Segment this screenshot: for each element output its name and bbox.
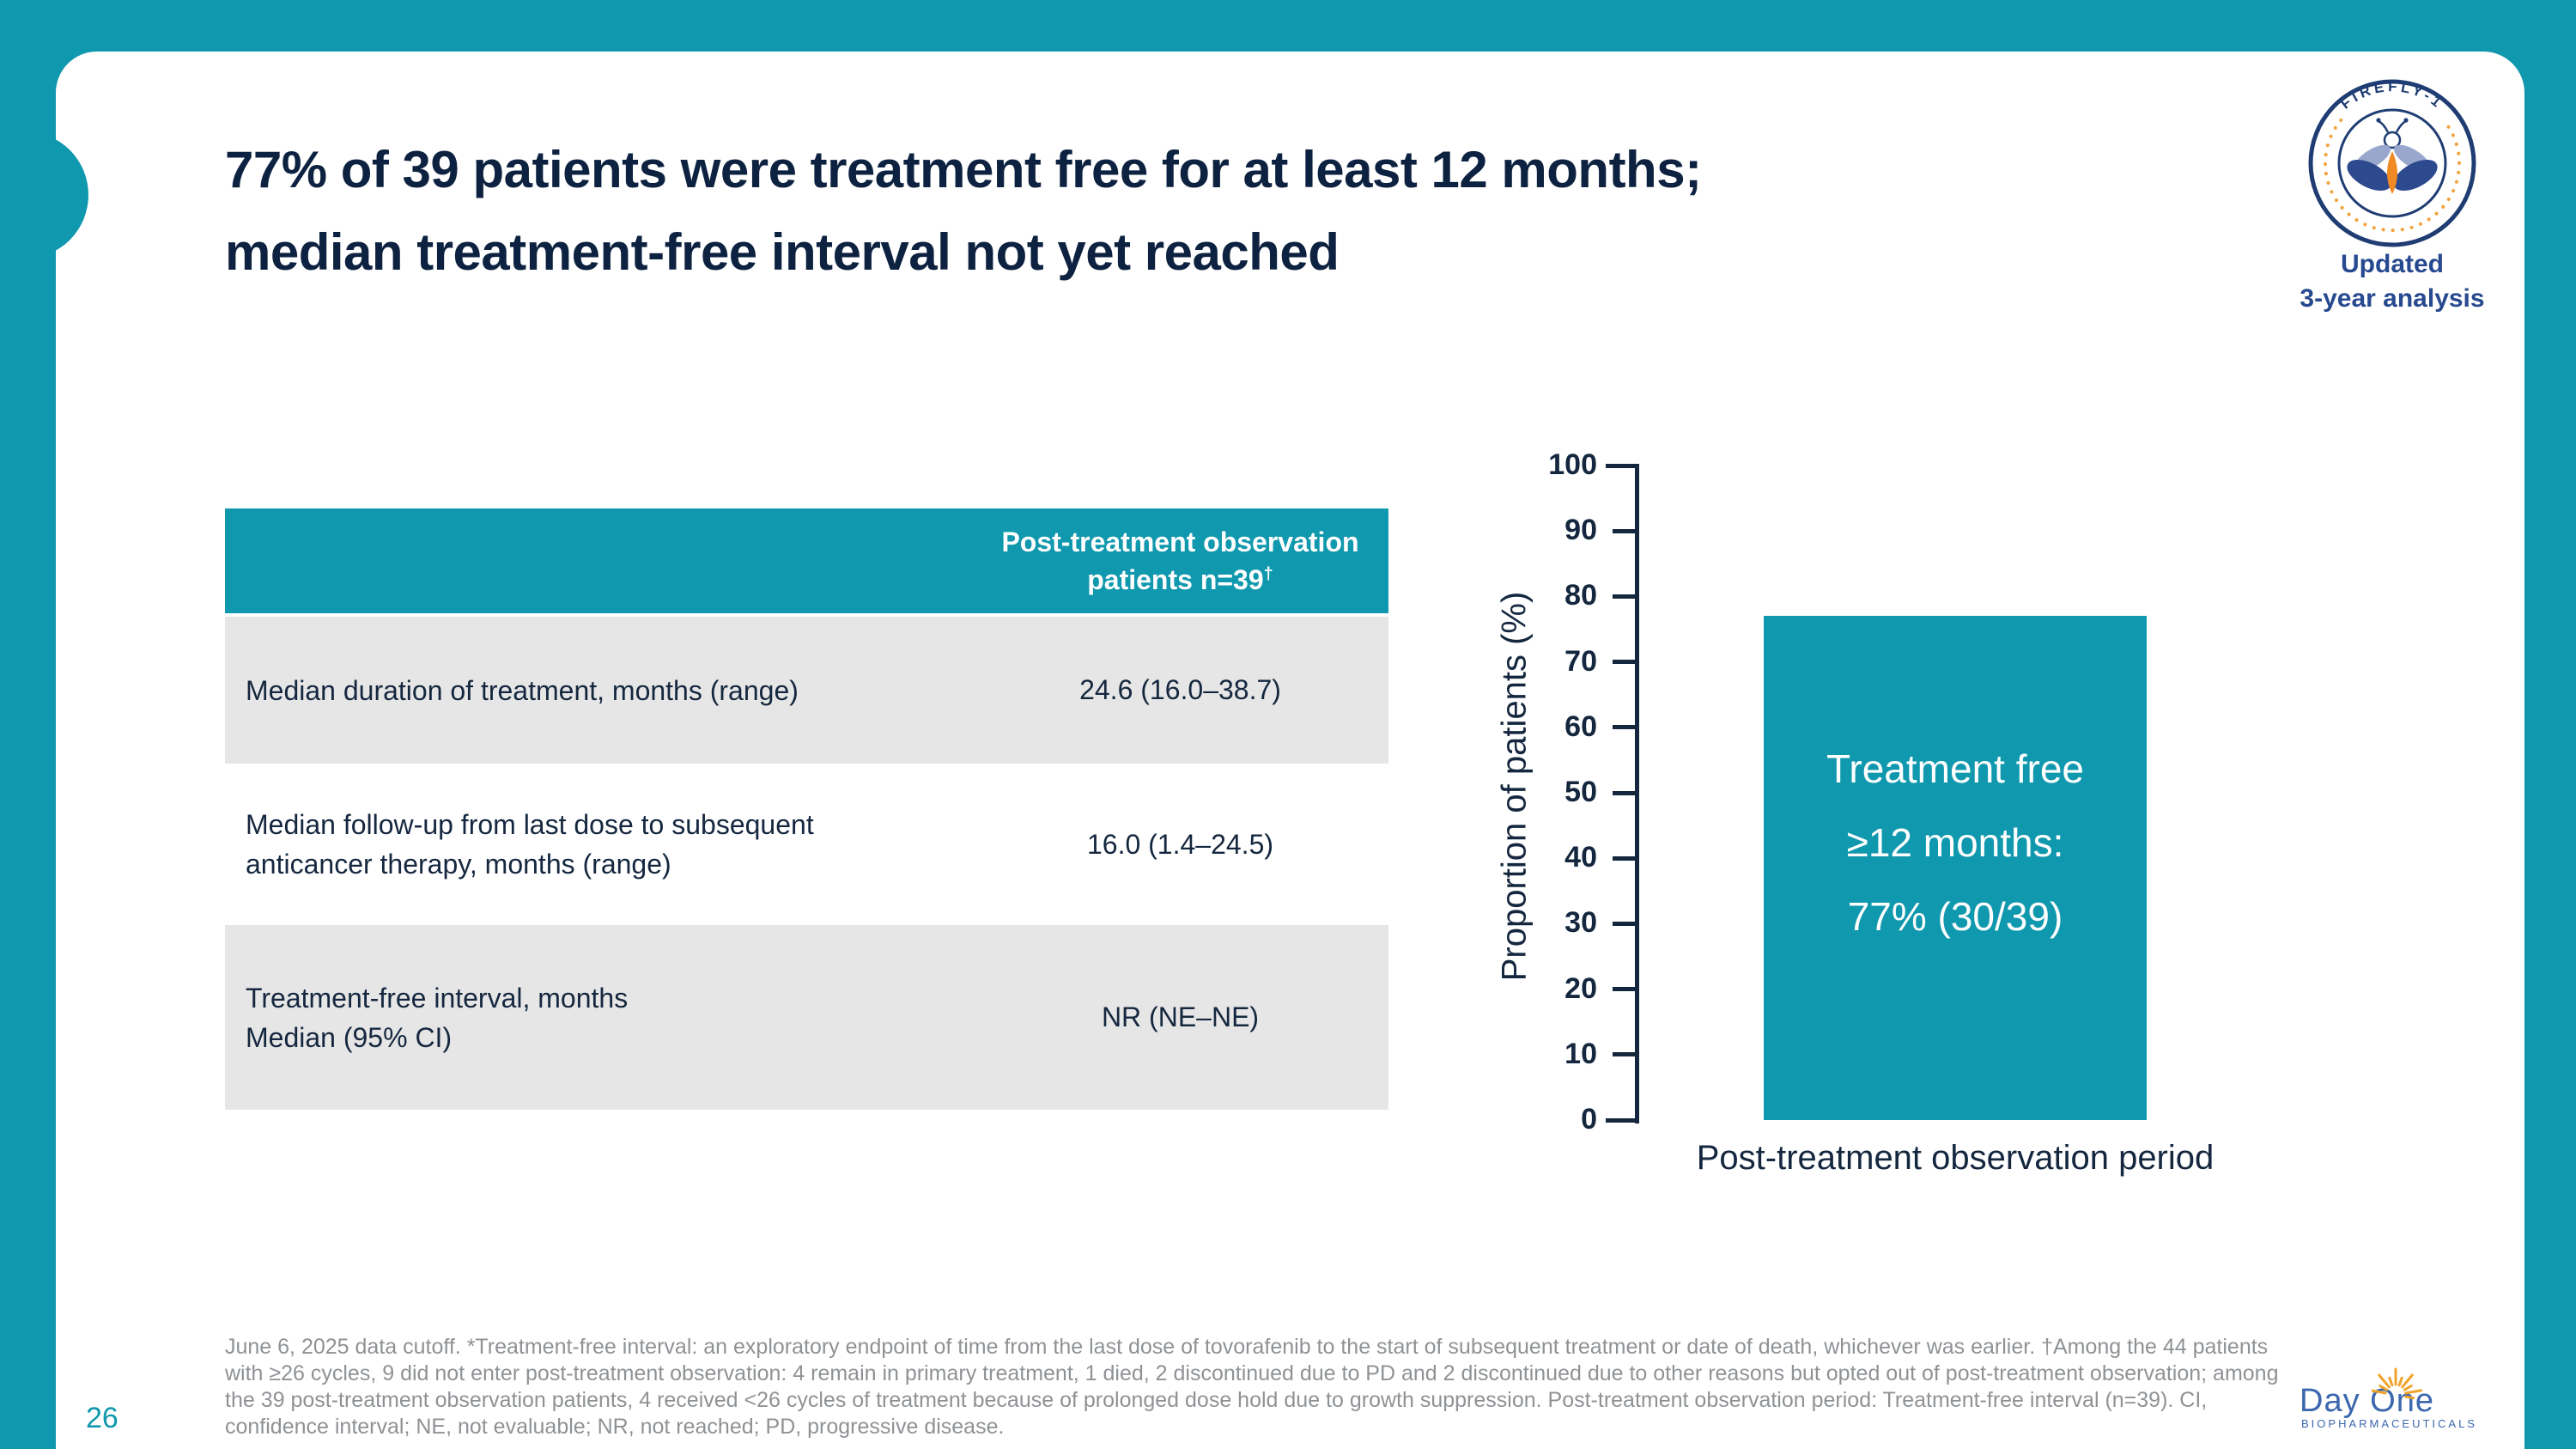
dagger-superscript: † <box>1263 564 1273 584</box>
page-title-line1: 77% of 39 patients were treatment free f… <box>225 141 1702 198</box>
day-one-logo: Day One <box>2300 1383 2434 1419</box>
y-tick-mark <box>1613 1052 1635 1057</box>
y-tick-mark <box>1613 855 1635 861</box>
badge-caption: Updated 3-year analysis <box>2263 247 2521 316</box>
firefly-icon <box>2347 118 2438 194</box>
y-tick-mark <box>1613 987 1635 992</box>
table-header-line2: patients n=39† <box>1087 564 1273 595</box>
row-value: NR (NE–NE) <box>1101 1002 1260 1032</box>
firefly-1-badge-icon: FIREFLY-1 <box>2308 78 2476 247</box>
y-tick-label: 10 <box>1564 1037 1597 1070</box>
badge-caption-line1: Updated <box>2341 250 2444 278</box>
bar: Treatment free ≥12 months: 77% (30/39) <box>1764 616 2147 1120</box>
y-tick-label: 20 <box>1564 971 1597 1005</box>
y-tick-mark <box>1613 790 1635 795</box>
y-tick-mark <box>1613 528 1635 533</box>
y-tick-label: 40 <box>1564 841 1597 874</box>
y-tick-mark <box>1606 463 1635 468</box>
sunburst-icon <box>2372 1367 2423 1400</box>
summary-table: Post-treatment observation patients n=39… <box>225 508 1388 1113</box>
badge-dotted-arc <box>2324 118 2461 233</box>
day-one-logo-subtext: BIOPHARMACEUTICALS <box>2301 1417 2477 1430</box>
y-axis-line <box>1635 464 1639 1123</box>
table-row: Treatment-free interval, months Median (… <box>225 925 1388 1113</box>
y-tick-label: 50 <box>1564 776 1597 808</box>
table-header-empty-cell <box>225 508 972 613</box>
table-header-line1: Post-treatment observation <box>1001 527 1359 557</box>
y-tick-label: 30 <box>1564 906 1597 940</box>
y-tick-label: 90 <box>1564 514 1597 547</box>
page-title-line2: median treatment-free interval not yet r… <box>225 223 1340 281</box>
y-tick-mark <box>1613 594 1635 599</box>
y-tick-label: 70 <box>1564 644 1597 678</box>
footnote-text: June 6, 2025 data cutoff. *Treatment-fre… <box>225 1335 2279 1439</box>
y-tick-label: 80 <box>1564 579 1597 612</box>
table-header-row: Post-treatment observation patients n=39… <box>225 508 1388 617</box>
page-title: 77% of 39 patients were treatment free f… <box>225 129 1702 294</box>
table-row: Median duration of treatment, months (ra… <box>225 617 1388 767</box>
y-tick-label: 100 <box>1548 448 1597 481</box>
page-number: 26 <box>86 1402 118 1434</box>
x-axis-label: Post-treatment observation period <box>1696 1139 2215 1177</box>
row-label: Median duration of treatment, months (ra… <box>246 674 799 706</box>
y-tick-mark <box>1613 921 1635 926</box>
bar-label: Treatment free ≥12 months: 77% (30/39) <box>1826 746 2084 939</box>
row-value: 16.0 (1.4–24.5) <box>1086 828 1274 860</box>
table-row: Median follow-up from last dose to subse… <box>225 767 1388 925</box>
badge-caption-line2: 3-year analysis <box>2300 284 2485 313</box>
row-label: Median follow-up from last dose to subse… <box>246 809 814 880</box>
y-tick-mark <box>1606 1117 1635 1123</box>
table-header-cell: Post-treatment observation patients n=39… <box>972 508 1388 613</box>
y-tick-label: 60 <box>1564 709 1597 743</box>
row-value: 24.6 (16.0–38.7) <box>1079 674 1281 705</box>
row-label: Treatment-free interval, months Median (… <box>246 982 629 1053</box>
y-tick-mark <box>1613 660 1635 665</box>
y-tick-mark <box>1613 725 1635 730</box>
y-tick-label: 0 <box>1581 1103 1597 1135</box>
